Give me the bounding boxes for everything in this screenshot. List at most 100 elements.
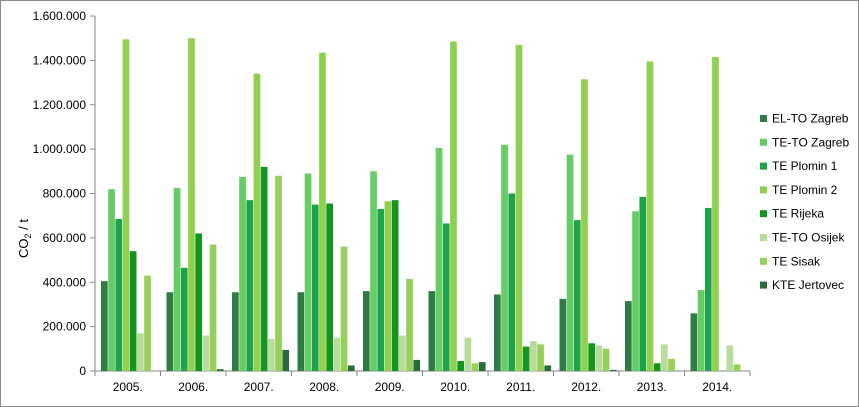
bar-0-9: [690, 313, 698, 371]
bar-6-2: [275, 175, 282, 371]
legend-label: KTE Jertovec: [772, 278, 844, 292]
bar-1-2: [239, 176, 246, 371]
y-axis-label: CO2 / t: [16, 219, 33, 258]
legend: EL-TO Zagreb TE-TO Zagreb TE Plomin 1 TE Pl…: [760, 112, 849, 292]
bar-4-3: [326, 203, 333, 371]
bar-3-2: [253, 73, 261, 371]
bar-3-1: [188, 38, 195, 371]
bar-0-2: [232, 292, 239, 371]
bar-6-3: [340, 246, 348, 371]
bar-4-5: [457, 361, 464, 371]
bar-1-8: [632, 211, 639, 371]
bar-3-4: [384, 201, 392, 371]
bar-4-0: [129, 251, 137, 371]
x-tick-label: 2013.: [637, 380, 667, 394]
bar-6-5: [471, 363, 479, 371]
y-axis-label-unit: / t: [16, 219, 31, 234]
bar-3-8: [646, 61, 654, 371]
y-tick-label: 1.400.000: [33, 53, 87, 67]
bar-0-5: [428, 291, 436, 371]
bar-5-9: [726, 345, 734, 371]
bar-5-6: [530, 341, 537, 371]
plot-area: 0 200.000 400.000 600.000 800.000 1.000.000 1.…: [33, 9, 751, 394]
bar-5-5: [464, 337, 472, 371]
bar-4-4: [391, 200, 399, 371]
bar-1-6: [501, 144, 508, 371]
bar-3-3: [319, 52, 326, 371]
bar-1-3: [304, 173, 312, 371]
svg-text:CO2 / t: CO2 / t: [16, 219, 33, 258]
bar-7-5: [478, 362, 486, 371]
legend-label: TE Plomin 1: [772, 159, 838, 173]
bar-4-6: [522, 346, 530, 371]
bar-3-0: [122, 39, 130, 371]
bar-0-0: [101, 281, 108, 371]
legend-label: TE Plomin 2: [772, 183, 838, 197]
bar-2-5: [442, 223, 450, 371]
bar-5-0: [137, 333, 144, 371]
bar-6-9: [733, 364, 741, 371]
x-tick-label: 2009.: [375, 380, 405, 394]
y-tick-label: 0: [79, 364, 86, 378]
y-tick-label: 1.000.000: [33, 142, 87, 156]
bar-1-7: [566, 154, 574, 371]
bar-1-4: [370, 171, 377, 371]
legend-swatch: [760, 138, 767, 146]
x-tick-label: 2005.: [113, 380, 143, 394]
bar-2-3: [311, 204, 319, 371]
bar-0-7: [559, 298, 567, 371]
bar-5-7: [595, 345, 603, 371]
bar-7-2: [282, 349, 290, 371]
y-tick-label: 800.000: [43, 187, 87, 201]
bar-5-4: [399, 335, 406, 371]
y-tick-label: 400.000: [43, 275, 87, 289]
x-tick-label: 2008.: [309, 380, 339, 394]
x-tick-label: 2012.: [571, 380, 601, 394]
bar-5-2: [268, 338, 275, 371]
bar-2-6: [508, 193, 516, 371]
bar-1-0: [108, 189, 115, 371]
legend-label: TE-TO Zagreb: [772, 135, 849, 149]
y-axis-label-main: CO: [16, 239, 31, 259]
bar-0-6: [494, 294, 501, 371]
bar-2-4: [377, 209, 385, 371]
bar-4-1: [195, 233, 202, 371]
bar-0-4: [363, 291, 370, 371]
bar-7-4: [413, 359, 421, 371]
x-tick-label: 2014.: [702, 380, 732, 394]
bar-1-5: [435, 148, 443, 371]
legend-swatch: [760, 234, 767, 241]
bar-2-7: [573, 220, 581, 371]
legend-label: TE-TO Osijek: [772, 231, 845, 245]
bar-4-7: [588, 343, 595, 371]
legend-swatch: [760, 210, 767, 218]
bar-5-8: [661, 344, 668, 371]
bar-6-7: [602, 348, 610, 371]
bar-7-6: [544, 365, 552, 371]
x-tick-label: 2006.: [178, 380, 208, 394]
x-tick-label: 2010.: [440, 380, 470, 394]
bar-5-1: [202, 335, 210, 371]
y-tick-label: 200.000: [43, 320, 87, 334]
bar-2-2: [246, 200, 254, 371]
bar-5-3: [333, 337, 341, 371]
legend-swatch: [760, 257, 767, 265]
bar-2-0: [115, 219, 123, 371]
bar-6-6: [537, 344, 544, 371]
bar-6-4: [406, 278, 413, 371]
y-axis-label-sub: 2: [23, 233, 33, 238]
bar-3-7: [581, 79, 588, 371]
y-tick-label: 1.600.000: [33, 9, 87, 23]
y-tick-label: 1.200.000: [33, 98, 87, 112]
bar-4-2: [260, 166, 268, 371]
bar-7-3: [347, 365, 355, 371]
legend-swatch: [760, 115, 767, 122]
legend-swatch: [760, 186, 767, 194]
legend-label: EL-TO Zagreb: [772, 112, 849, 126]
bar-0-8: [625, 301, 632, 371]
legend-label: TE Sisak: [772, 254, 821, 268]
legend-swatch: [760, 281, 767, 289]
bar-6-0: [144, 275, 151, 371]
bar-4-8: [653, 363, 661, 371]
